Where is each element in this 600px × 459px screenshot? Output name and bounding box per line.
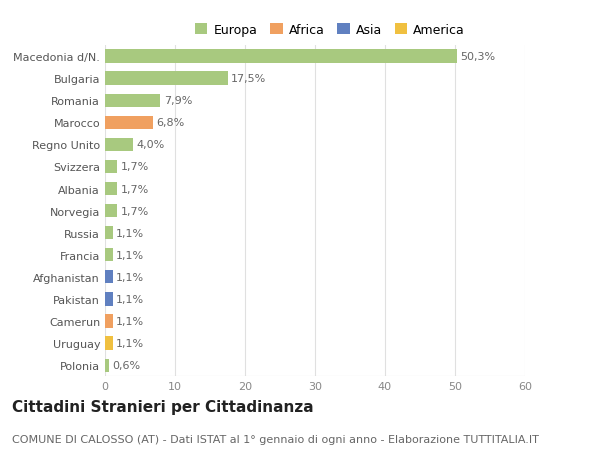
Text: COMUNE DI CALOSSO (AT) - Dati ISTAT al 1° gennaio di ogni anno - Elaborazione TU: COMUNE DI CALOSSO (AT) - Dati ISTAT al 1… <box>12 434 539 444</box>
Text: 1,1%: 1,1% <box>116 316 145 326</box>
Bar <box>105 337 113 350</box>
Bar <box>105 293 113 306</box>
Text: 1,1%: 1,1% <box>116 228 145 238</box>
Bar <box>105 161 117 174</box>
Bar <box>105 227 113 240</box>
Bar <box>105 95 160 107</box>
Bar <box>105 117 152 129</box>
Text: Cittadini Stranieri per Cittadinanza: Cittadini Stranieri per Cittadinanza <box>12 399 314 414</box>
Text: 1,1%: 1,1% <box>116 250 145 260</box>
Text: 1,7%: 1,7% <box>121 184 149 194</box>
Text: 1,7%: 1,7% <box>121 162 149 172</box>
Bar <box>105 315 113 328</box>
Bar <box>105 73 227 85</box>
Legend: Europa, Africa, Asia, America: Europa, Africa, Asia, America <box>191 20 469 40</box>
Text: 17,5%: 17,5% <box>231 74 266 84</box>
Bar <box>105 50 457 63</box>
Bar <box>105 183 117 196</box>
Text: 1,1%: 1,1% <box>116 272 145 282</box>
Text: 4,0%: 4,0% <box>137 140 165 150</box>
Text: 6,8%: 6,8% <box>156 118 184 128</box>
Text: 7,9%: 7,9% <box>164 96 192 106</box>
Bar <box>105 139 133 151</box>
Text: 1,1%: 1,1% <box>116 338 145 348</box>
Bar <box>105 271 113 284</box>
Bar <box>105 205 117 218</box>
Text: 0,6%: 0,6% <box>113 360 141 370</box>
Bar <box>105 249 113 262</box>
Text: 50,3%: 50,3% <box>461 52 496 62</box>
Text: 1,7%: 1,7% <box>121 206 149 216</box>
Bar <box>105 359 109 372</box>
Text: 1,1%: 1,1% <box>116 294 145 304</box>
